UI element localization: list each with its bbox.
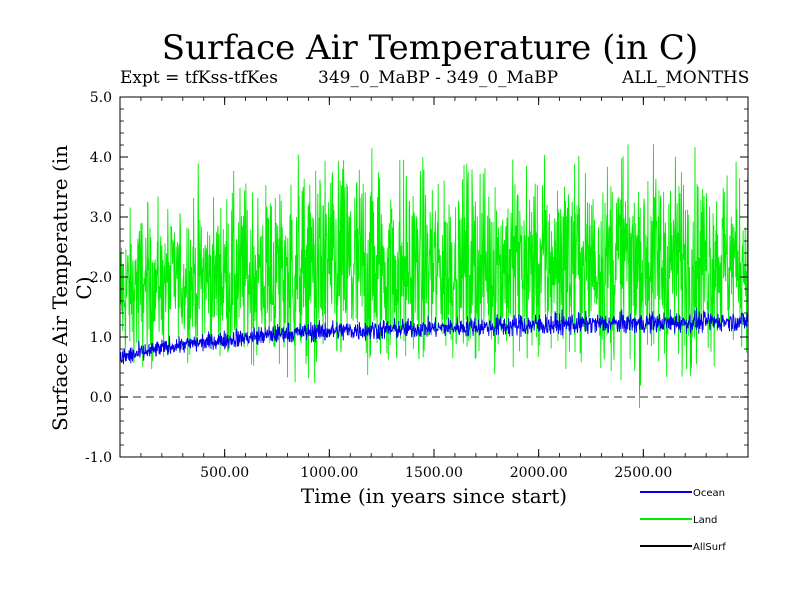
series-ocean-line xyxy=(119,307,749,365)
x-tick-label: 2500.00 xyxy=(614,465,672,481)
y-tick-label: 3.0 xyxy=(90,210,112,226)
y-tick-label: 0.0 xyxy=(90,390,112,406)
x-tick-label: 1500.00 xyxy=(405,465,463,481)
legend-label-ocean: Ocean xyxy=(693,488,725,499)
experiment-label: Expt = tfKss-tfKes xyxy=(120,68,278,88)
series-layer xyxy=(119,144,749,408)
x-axis-label: Time (in years since start) xyxy=(300,484,568,508)
y-tick-label: 1.0 xyxy=(90,330,112,346)
chart-title: Surface Air Temperature (in C) xyxy=(161,28,699,68)
y-tick-label: 5.0 xyxy=(90,90,112,106)
y-tick-label: 2.0 xyxy=(90,270,112,286)
months-label: ALL_MONTHS xyxy=(622,68,750,88)
period-label: 349_0_MaBP - 349_0_MaBP xyxy=(318,68,559,88)
x-tick-label: 1000.00 xyxy=(300,465,358,481)
axis-ticks: -1.0 0.0 1.0 2.0 3.0 4.0 5.0 500.00 1000.00 1500.… xyxy=(85,90,748,481)
y-axis-label: Surface Air Temperature (in C) xyxy=(48,144,96,432)
y-tick-label: 4.0 xyxy=(90,150,112,166)
x-tick-label: 2000.00 xyxy=(510,465,568,481)
y-tick-label: -1.0 xyxy=(85,450,112,466)
series-land-line xyxy=(119,144,749,408)
legend-label-land: Land xyxy=(693,515,717,526)
x-tick-label: 500.00 xyxy=(200,465,249,481)
legend: Ocean Land AllSurf xyxy=(640,488,726,553)
legend-label-allsurf: AllSurf xyxy=(693,542,726,553)
